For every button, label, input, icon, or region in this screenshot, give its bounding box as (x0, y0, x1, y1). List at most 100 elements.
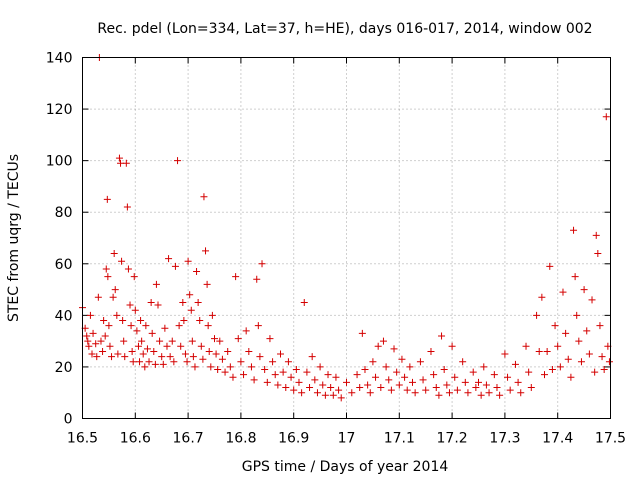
data-point (538, 293, 546, 301)
data-point (591, 368, 599, 376)
x-tick-labels: 16.5 16.6 16.7 16.8 16.9 17 17.1 17.2 17.3 17.4 17… (67, 431, 626, 447)
y-axis-label: STEC from uqrg / TECUs (6, 154, 22, 322)
data-point (226, 363, 234, 371)
data-point (240, 371, 248, 379)
data-point (131, 306, 139, 314)
data-point (430, 371, 438, 379)
data-point (177, 342, 185, 350)
data-point (571, 273, 579, 281)
data-point (108, 353, 116, 361)
data-point (141, 363, 149, 371)
data-point (585, 350, 593, 358)
data-point (282, 384, 290, 392)
data-point (161, 324, 169, 332)
data-point (588, 296, 596, 304)
data-point (165, 255, 173, 263)
data-point (337, 394, 345, 402)
data-point (179, 298, 187, 306)
data-point (393, 368, 401, 376)
data-point (266, 335, 274, 343)
data-point (102, 265, 110, 273)
data-point (432, 384, 440, 392)
data-point (148, 329, 156, 337)
data-point (327, 384, 335, 392)
data-point (401, 373, 409, 381)
data-point (387, 386, 395, 394)
data-point (208, 311, 216, 319)
data-point (564, 355, 572, 363)
data-point (438, 332, 446, 340)
data-point (605, 358, 613, 366)
data-point (221, 368, 229, 376)
data-point (189, 353, 197, 361)
y-tick-label: 60 (55, 257, 73, 273)
data-point (382, 363, 390, 371)
data-point (316, 363, 324, 371)
x-tick-label: 16.9 (278, 431, 309, 447)
data-point (138, 337, 146, 345)
data-point (183, 358, 191, 366)
data-point (134, 342, 142, 350)
data-point (440, 366, 448, 374)
data-point (171, 262, 179, 270)
data-point (127, 322, 135, 330)
data-point (475, 378, 482, 386)
data-point (324, 371, 332, 379)
data-point (287, 373, 295, 381)
data-point (290, 386, 298, 394)
data-point (180, 317, 188, 325)
data-point (335, 386, 343, 394)
data-point (277, 350, 284, 358)
data-point (274, 381, 282, 389)
data-point (575, 337, 583, 345)
data-point (94, 293, 102, 301)
data-point (379, 337, 387, 345)
data-point (435, 391, 443, 399)
data-point (559, 288, 567, 296)
data-point (583, 327, 591, 335)
data-point (196, 317, 204, 325)
data-point (145, 358, 153, 366)
x-tick-label: 17.2 (437, 431, 468, 447)
data-point (319, 381, 327, 389)
data-point (234, 335, 242, 343)
data-point (103, 195, 111, 203)
y-tick-labels: 0 20 40 60 80 100 120 140 (46, 51, 73, 428)
y-tick-label: 140 (46, 51, 73, 67)
data-point (279, 368, 287, 376)
data-point (194, 298, 202, 306)
plot-frame (82, 57, 611, 419)
data-point (395, 381, 403, 389)
data-point (193, 268, 201, 276)
data-point (245, 347, 253, 355)
data-point (163, 342, 171, 350)
data-point (232, 273, 240, 281)
data-point (594, 249, 602, 257)
data-point (506, 386, 514, 394)
data-point (85, 342, 93, 350)
data-point (522, 342, 530, 350)
data-points (79, 54, 613, 402)
data-point (159, 360, 167, 368)
data-point (472, 384, 480, 392)
data-point (543, 347, 551, 355)
data-point (598, 353, 606, 361)
data-point (464, 389, 472, 397)
data-point (448, 342, 456, 350)
x-tick-label: 16.7 (173, 431, 204, 447)
data-point (200, 193, 208, 201)
data-point (187, 306, 195, 314)
data-point (258, 260, 266, 268)
data-point (427, 347, 435, 355)
data-point (170, 358, 178, 366)
data-point (154, 301, 162, 309)
data-point (204, 322, 212, 330)
data-point (546, 262, 554, 270)
data-point (86, 311, 94, 319)
data-point (403, 386, 411, 394)
data-point (88, 350, 96, 358)
y-tick-label: 80 (55, 205, 73, 221)
data-point (348, 389, 356, 397)
data-point (369, 358, 377, 366)
data-point (329, 391, 337, 399)
